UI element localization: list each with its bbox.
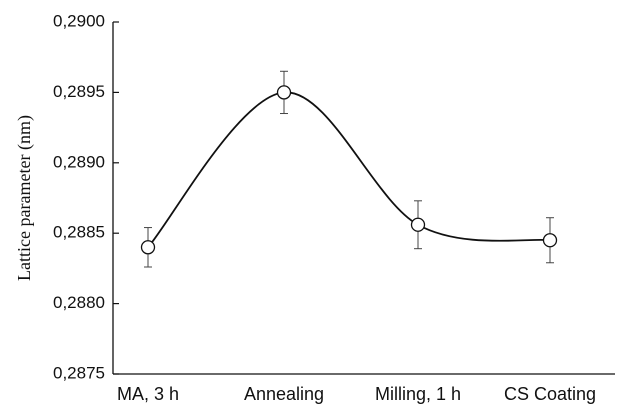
line <box>147 91 551 248</box>
marker <box>276 85 292 100</box>
marker <box>410 217 426 232</box>
x-tick-label: Milling, 1 h <box>375 384 461 404</box>
x-tick-label: CS Coating <box>504 384 596 404</box>
y-axis-title: Lattice parameter (nm) <box>14 115 35 281</box>
y-tick-label: 0,2895 <box>53 82 105 101</box>
y-tick-label: 0,2900 <box>53 11 105 30</box>
x-tick-label: MA, 3 h <box>117 384 179 404</box>
x-tick-label: Annealing <box>244 384 324 404</box>
y-tick-label: 0,2880 <box>53 293 105 312</box>
y-tick-label: 0,2890 <box>53 152 105 171</box>
marker <box>542 233 558 248</box>
marker <box>140 240 156 255</box>
y-tick-label: 0,2885 <box>53 223 105 242</box>
y-tick-label: 0,2875 <box>53 363 105 382</box>
